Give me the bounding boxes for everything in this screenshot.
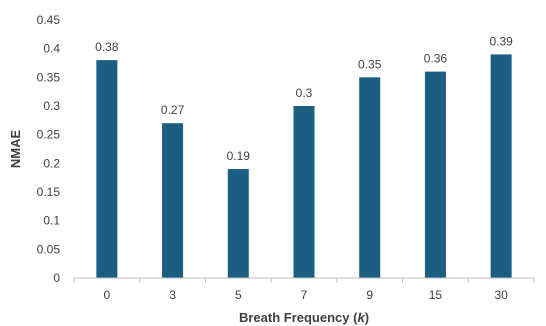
data-label-15: 0.36 <box>424 52 448 66</box>
y-tick-label: 0.05 <box>37 242 61 256</box>
y-tick-label: 0.3 <box>43 99 60 113</box>
data-labels: 0.38 0.27 0.19 0.3 0.35 0.36 0.39 <box>95 34 513 163</box>
data-label-9: 0.35 <box>358 57 382 71</box>
x-axis-title-variable: k <box>357 310 365 325</box>
x-axis-title: Breath Frequency (k) <box>239 310 369 325</box>
y-axis-ticks: 0 0.05 0.1 0.15 0.2 0.25 0.3 0.35 0.4 0.45 <box>37 13 61 285</box>
y-tick-label: 0.35 <box>37 70 61 84</box>
y-axis-title: NMAE <box>8 130 23 169</box>
data-label-3: 0.27 <box>161 103 185 117</box>
x-axis-title-main: Breath Frequency ( <box>239 310 358 325</box>
y-tick-label: 0.2 <box>43 156 60 170</box>
data-label-30: 0.39 <box>489 34 513 48</box>
data-label-0: 0.38 <box>95 40 119 54</box>
x-axis-ticks: 0 3 5 7 9 15 30 <box>73 278 535 302</box>
x-tick-label-15: 15 <box>429 288 443 302</box>
x-tick-label-30: 30 <box>494 288 508 302</box>
x-tick-label-9: 9 <box>366 288 373 302</box>
x-tick-label-0: 0 <box>104 288 111 302</box>
data-label-7: 0.3 <box>296 86 313 100</box>
x-tick-label-5: 5 <box>235 288 242 302</box>
y-tick-label: 0.45 <box>37 13 61 27</box>
y-tick-label: 0.4 <box>43 42 60 56</box>
bar-9 <box>359 77 381 278</box>
y-tick-label: 0 <box>53 271 60 285</box>
x-tick-label-7: 7 <box>301 288 308 302</box>
y-tick-label: 0.1 <box>43 214 60 228</box>
bar-30 <box>490 54 512 279</box>
bar-5 <box>227 169 249 278</box>
bar-15 <box>424 71 446 278</box>
bar-7 <box>293 106 315 278</box>
x-tick-label-3: 3 <box>169 288 176 302</box>
bars <box>96 54 512 279</box>
data-label-5: 0.19 <box>227 149 251 163</box>
y-tick-label: 0.25 <box>37 128 61 142</box>
bar-0 <box>96 60 118 279</box>
bar-3 <box>162 123 184 278</box>
x-axis-title-end: ) <box>365 310 369 325</box>
y-tick-label: 0.15 <box>37 185 61 199</box>
